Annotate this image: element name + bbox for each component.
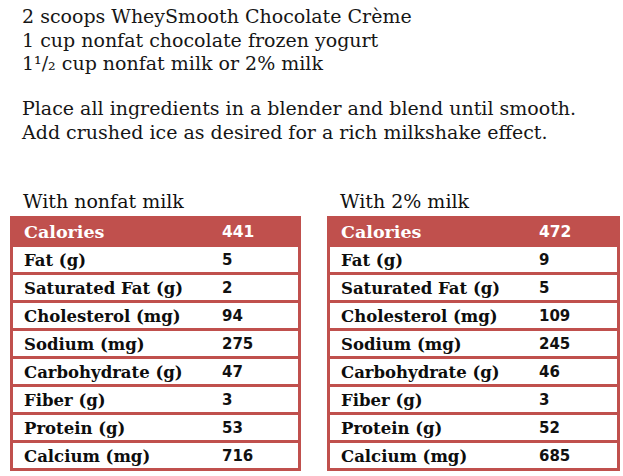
row-value: 47	[222, 363, 243, 381]
instruction-line: Add crushed ice as desired for a rich mi…	[22, 121, 576, 145]
row-label: Sodium (mg)	[24, 334, 145, 353]
row-label: Protein (g)	[341, 418, 442, 437]
table-header-row: Calories 441	[13, 219, 298, 244]
row-value: 109	[539, 307, 570, 325]
row-label: Cholesterol (mg)	[24, 306, 181, 325]
table-row: Sodium (mg) 275	[13, 331, 298, 356]
header-label: Calories	[341, 222, 421, 242]
row-label: Sodium (mg)	[341, 334, 462, 353]
row-value: 9	[539, 251, 549, 269]
row-value: 53	[222, 419, 243, 437]
instruction-line: Place all ingredients in a blender and b…	[22, 97, 576, 121]
nutrition-table: Calories 472 Fat (g) 9 Saturated Fat (g)…	[327, 216, 620, 471]
table-row: Calcium (mg) 685	[330, 443, 617, 468]
table-row: Protein (g) 52	[330, 415, 617, 440]
nutrition-table-2pct-milk: With 2% milk Calories 472 Fat (g) 9 Satu…	[327, 189, 620, 471]
row-label: Protein (g)	[24, 418, 125, 437]
row-label: Saturated Fat (g)	[24, 278, 183, 297]
table-row: Fiber (g) 3	[13, 387, 298, 412]
instructions-text: Place all ingredients in a blender and b…	[22, 97, 576, 144]
nutrition-table: Calories 441 Fat (g) 5 Saturated Fat (g)…	[10, 216, 301, 471]
header-label: Calories	[24, 222, 104, 242]
table-row: Fat (g) 9	[330, 247, 617, 272]
row-value: 52	[539, 419, 560, 437]
ingredient-line: 1¹/₂ cup nonfat milk or 2% milk	[22, 52, 412, 76]
table-row: Fiber (g) 3	[330, 387, 617, 412]
row-label: Carbohydrate (g)	[341, 362, 500, 381]
row-value: 716	[222, 447, 253, 465]
header-value: 441	[222, 223, 254, 241]
ingredient-line: 2 scoops WheySmooth Chocolate Crème	[22, 5, 412, 29]
row-value: 245	[539, 335, 570, 353]
recipe-page: 2 scoops WheySmooth Chocolate Crème 1 cu…	[0, 0, 623, 476]
table-title: With nonfat milk	[23, 189, 301, 213]
table-row: Cholesterol (mg) 109	[330, 303, 617, 328]
table-title: With 2% milk	[340, 189, 620, 213]
ingredient-line: 1 cup nonfat chocolate frozen yogurt	[22, 29, 412, 53]
row-label: Calcium (mg)	[341, 446, 467, 465]
row-value: 3	[222, 391, 232, 409]
table-row: Carbohydrate (g) 47	[13, 359, 298, 384]
row-label: Cholesterol (mg)	[341, 306, 498, 325]
row-label: Fiber (g)	[341, 390, 423, 409]
row-label: Fiber (g)	[24, 390, 106, 409]
table-row: Sodium (mg) 245	[330, 331, 617, 356]
table-row: Fat (g) 5	[13, 247, 298, 272]
table-row: Carbohydrate (g) 46	[330, 359, 617, 384]
row-label: Calcium (mg)	[24, 446, 150, 465]
ingredients-list: 2 scoops WheySmooth Chocolate Crème 1 cu…	[22, 5, 412, 76]
row-value: 2	[222, 279, 232, 297]
header-value: 472	[539, 223, 571, 241]
row-value: 5	[222, 251, 232, 269]
row-value: 3	[539, 391, 549, 409]
row-label: Carbohydrate (g)	[24, 362, 183, 381]
row-label: Fat (g)	[341, 250, 403, 269]
row-value: 685	[539, 447, 570, 465]
row-value: 5	[539, 279, 549, 297]
row-value: 46	[539, 363, 560, 381]
table-row: Cholesterol (mg) 94	[13, 303, 298, 328]
table-row: Calcium (mg) 716	[13, 443, 298, 468]
nutrition-table-nonfat-milk: With nonfat milk Calories 441 Fat (g) 5 …	[10, 189, 301, 471]
table-row: Saturated Fat (g) 2	[13, 275, 298, 300]
row-label: Fat (g)	[24, 250, 86, 269]
table-header-row: Calories 472	[330, 219, 617, 244]
table-row: Protein (g) 53	[13, 415, 298, 440]
row-label: Saturated Fat (g)	[341, 278, 500, 297]
row-value: 275	[222, 335, 253, 353]
table-row: Saturated Fat (g) 5	[330, 275, 617, 300]
row-value: 94	[222, 307, 243, 325]
